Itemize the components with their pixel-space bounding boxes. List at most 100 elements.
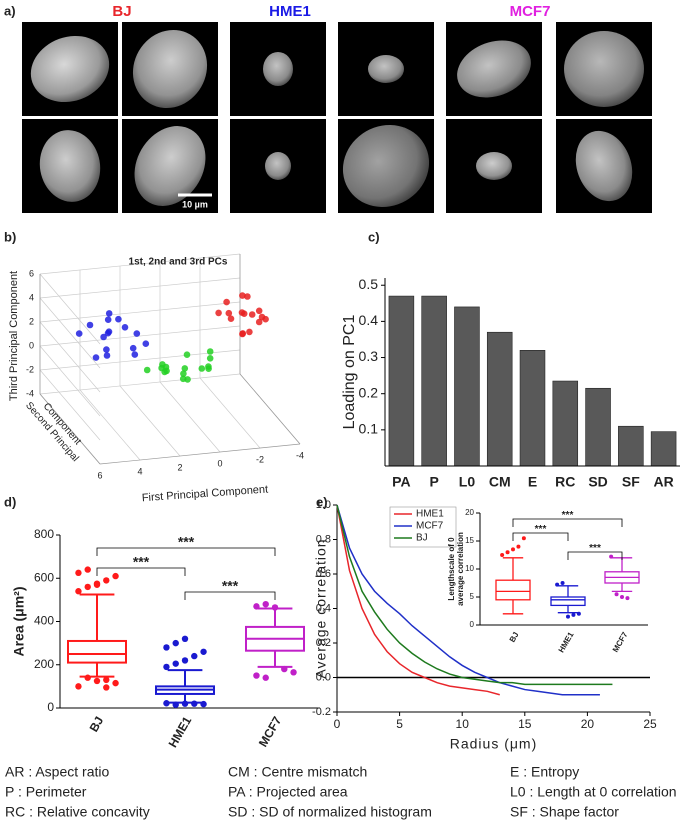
y-tick-label: 10: [465, 564, 474, 573]
significance-bracket: [96, 567, 186, 576]
significance-label: ***: [222, 577, 239, 593]
nucleus: [134, 126, 206, 206]
nucleus: [39, 130, 101, 202]
x-tick-label: 4: [137, 466, 142, 476]
outlier: [103, 684, 110, 691]
outlier: [93, 677, 101, 685]
point: [181, 365, 189, 372]
nucleus: [132, 29, 208, 109]
outlier: [75, 569, 82, 577]
y-axis-label: Area (μm²): [11, 586, 27, 656]
legend-label: MCF7: [416, 521, 444, 532]
x-tick-label: RC: [555, 474, 575, 490]
y-tick-label: 0.4: [316, 602, 331, 614]
bar: [585, 387, 611, 467]
grid-line: [39, 349, 241, 371]
x-axis-label: Radius (μm): [450, 736, 538, 752]
bar: [519, 350, 546, 467]
point: [183, 351, 191, 359]
y-tick-label: 200: [34, 657, 54, 671]
y-axis-label: Lengthscale of 0: [447, 537, 456, 601]
outlier: [163, 663, 170, 671]
y-tick-label: 5: [470, 592, 475, 601]
outlier: [500, 553, 505, 557]
significance-label: ***: [589, 543, 601, 554]
point: [133, 330, 141, 337]
outlier: [163, 700, 170, 707]
point: [129, 344, 137, 352]
x-tick-label: 0: [217, 458, 222, 468]
outlier: [262, 601, 269, 608]
scale-bar-label: 10 µm: [182, 199, 208, 209]
outlier: [290, 669, 297, 676]
y-tick-label: 0.2: [316, 637, 331, 649]
x-tick-label: 0: [334, 717, 341, 731]
axis-edge: [99, 443, 301, 465]
bar: [486, 331, 513, 467]
point: [105, 310, 113, 317]
outlier: [172, 660, 179, 667]
grid-line: [159, 381, 221, 453]
x-tick-label: BJ: [508, 631, 521, 644]
x-tick-label: 20: [581, 717, 595, 731]
y-tick-label: 1.0: [316, 499, 331, 511]
outlier: [84, 583, 91, 591]
point: [180, 370, 187, 378]
nucleus: [564, 31, 644, 107]
x-tick-label: PA: [392, 474, 410, 490]
x-tick-label: 5: [396, 717, 403, 731]
abbreviation: RC : Relative concavity: [5, 804, 150, 820]
abbreviation: P : Perimeter: [5, 784, 87, 800]
outlier: [200, 648, 207, 655]
x-tick-label: -4: [296, 450, 304, 460]
grid-line: [39, 277, 241, 299]
bar: [650, 431, 677, 467]
panel-label: b): [4, 229, 16, 244]
outlier: [253, 603, 260, 610]
point: [244, 293, 251, 300]
point: [198, 365, 206, 372]
grid-line: [39, 273, 101, 345]
outlier: [191, 700, 198, 707]
outlier: [75, 683, 82, 690]
x-tick-label: L0: [459, 474, 476, 490]
grid-line: [39, 325, 241, 347]
abbreviation: E : Entropy: [510, 764, 579, 780]
point: [86, 321, 94, 329]
significance-bracket: [512, 518, 623, 527]
point: [103, 346, 110, 353]
panel-label: e): [316, 494, 328, 509]
point: [238, 309, 246, 316]
x-tick-label: HME1: [166, 714, 195, 750]
point: [206, 348, 214, 355]
point: [143, 366, 151, 374]
legend-label: BJ: [416, 533, 428, 544]
nucleus: [575, 130, 633, 202]
point: [255, 307, 263, 315]
point: [158, 364, 165, 372]
x-tick-label: MCF7: [256, 714, 285, 750]
x-tick-label: HME1: [557, 630, 576, 654]
abbreviation: PA : Projected area: [228, 784, 348, 800]
cell-line-label: HME1: [269, 3, 311, 20]
abbreviation: AR : Aspect ratio: [5, 764, 109, 780]
abbreviation: CM : Centre mismatch: [228, 764, 367, 780]
z-tick-label: 0: [29, 340, 34, 350]
nucleus: [265, 152, 291, 180]
outlier: [181, 657, 189, 664]
y-tick-label: 800: [34, 527, 54, 541]
outlier: [181, 635, 189, 642]
outlier: [521, 536, 526, 541]
outlier: [172, 639, 179, 647]
chart-title: 1st, 2nd and 3rd PCs: [129, 257, 228, 268]
grid-line: [39, 321, 101, 393]
point: [75, 330, 83, 337]
y-tick-label: 20: [465, 508, 474, 517]
x-tick-label: -2: [256, 454, 264, 464]
bar: [454, 306, 480, 467]
abbreviation: SF : Shape factor: [510, 804, 619, 820]
point: [179, 375, 187, 383]
y-tick-label: 15: [465, 536, 474, 545]
y-tick-label: 0.4: [359, 312, 379, 328]
